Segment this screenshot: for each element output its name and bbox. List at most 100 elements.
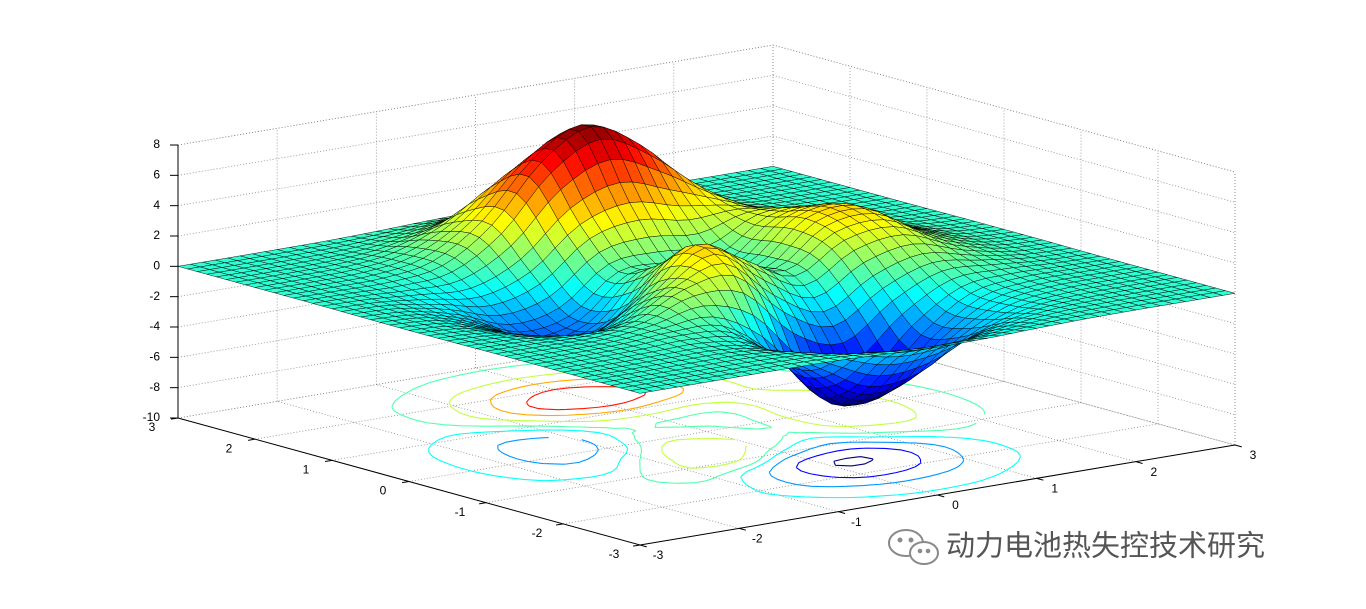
y-tick — [248, 438, 256, 441]
grid-line — [772, 256, 1236, 385]
surface-cell — [530, 224, 619, 317]
surface-cell — [799, 352, 889, 361]
surface-cell — [1031, 250, 1120, 270]
z-tick-label: 4 — [153, 198, 160, 212]
surface-cell — [920, 293, 1010, 340]
contour-line — [833, 456, 874, 467]
z-tick-label: 8 — [153, 137, 160, 151]
surface-cell — [794, 240, 883, 327]
surface-cell — [562, 363, 652, 383]
surface-cell — [414, 176, 504, 234]
surface-cell — [700, 357, 789, 377]
grid-line — [772, 105, 1236, 234]
surface-cell — [502, 124, 592, 177]
x-tick — [639, 544, 647, 548]
surface-cell — [744, 259, 834, 328]
surface-cell — [772, 352, 861, 405]
surface-cell — [496, 334, 586, 344]
x-tick-label: 3 — [1250, 448, 1257, 462]
surface-cell — [959, 304, 1048, 338]
grid-line — [772, 226, 1236, 355]
surface-cell — [640, 144, 729, 207]
z-tick-label: -2 — [149, 289, 160, 303]
grid-line — [772, 317, 1236, 446]
surface-cell — [723, 166, 812, 186]
z-tick-label: 0 — [153, 259, 160, 273]
z-tick-label: -8 — [149, 380, 160, 394]
surface-cell — [430, 296, 520, 333]
surface-cell — [855, 205, 944, 241]
y-tick — [402, 481, 410, 484]
x-tick — [1234, 444, 1242, 448]
x-tick-label: 0 — [952, 498, 959, 512]
surface-cell — [491, 162, 581, 273]
y-tick-label: -2 — [532, 526, 543, 540]
z-tick-label: -10 — [143, 410, 161, 424]
surface-cell — [381, 299, 470, 320]
surface-cell — [932, 259, 1021, 294]
surface-cell — [579, 202, 669, 272]
box-edge — [772, 44, 1236, 173]
x-tick-label: 1 — [1051, 482, 1058, 496]
surface-cell — [805, 205, 894, 241]
y-tick — [325, 459, 333, 462]
surface-cell — [673, 174, 763, 194]
surface-cell — [1047, 299, 1137, 320]
z-tick-label: 2 — [153, 228, 160, 242]
surface-cell — [943, 239, 1032, 261]
z-tick-label: 6 — [153, 168, 160, 182]
surface-cell — [766, 203, 856, 219]
surface-cell — [326, 231, 416, 250]
y-tick-label: 2 — [226, 441, 233, 455]
surface-cell — [755, 218, 845, 277]
x-tick — [1135, 461, 1143, 465]
surface-cell — [898, 338, 988, 357]
contour-line — [497, 436, 965, 488]
surface-cell — [607, 244, 696, 322]
surface-cell — [419, 314, 509, 334]
surface-cell — [645, 244, 735, 296]
surface-cell — [838, 197, 928, 216]
surface-cell — [403, 219, 493, 267]
y-tick-label: 1 — [303, 463, 310, 477]
surface-cell — [650, 365, 740, 386]
z-tick-label: -6 — [149, 350, 160, 364]
surface-cell — [1069, 261, 1159, 281]
surface-cell — [541, 126, 630, 225]
surface-cell — [584, 321, 674, 344]
surface-facet — [630, 388, 653, 394]
y-tick-label: -1 — [455, 505, 466, 519]
surface-cell — [970, 277, 1060, 306]
surface-cell — [453, 159, 542, 226]
surface-cell — [485, 343, 575, 362]
surface-cell — [331, 301, 421, 320]
surface-cell — [634, 289, 724, 332]
surface-cell — [893, 226, 983, 263]
surface-plot — [177, 124, 1236, 407]
surface-cell — [904, 224, 994, 246]
surface-cell — [915, 218, 1005, 234]
surface-cell — [810, 354, 900, 395]
surface-cell — [750, 352, 839, 369]
surface-cell — [909, 326, 999, 381]
x-tick — [937, 494, 945, 498]
grid-line — [772, 74, 1236, 203]
surface-cell — [1009, 289, 1098, 311]
surface-cell — [728, 204, 817, 217]
surface-cell — [304, 269, 393, 291]
z-tick-label: -4 — [149, 319, 160, 333]
grid-line — [277, 400, 740, 529]
surface-cell — [843, 226, 933, 289]
x-tick-label: -2 — [752, 532, 763, 546]
grid-line — [475, 367, 938, 496]
x-tick — [1036, 477, 1044, 481]
surface-cell — [601, 374, 690, 394]
surface-cell — [442, 224, 531, 297]
grid-line — [772, 287, 1236, 416]
grid-line — [772, 135, 1236, 264]
surface-cell — [711, 345, 801, 358]
surface-cell — [596, 287, 685, 334]
y-tick — [556, 523, 564, 526]
